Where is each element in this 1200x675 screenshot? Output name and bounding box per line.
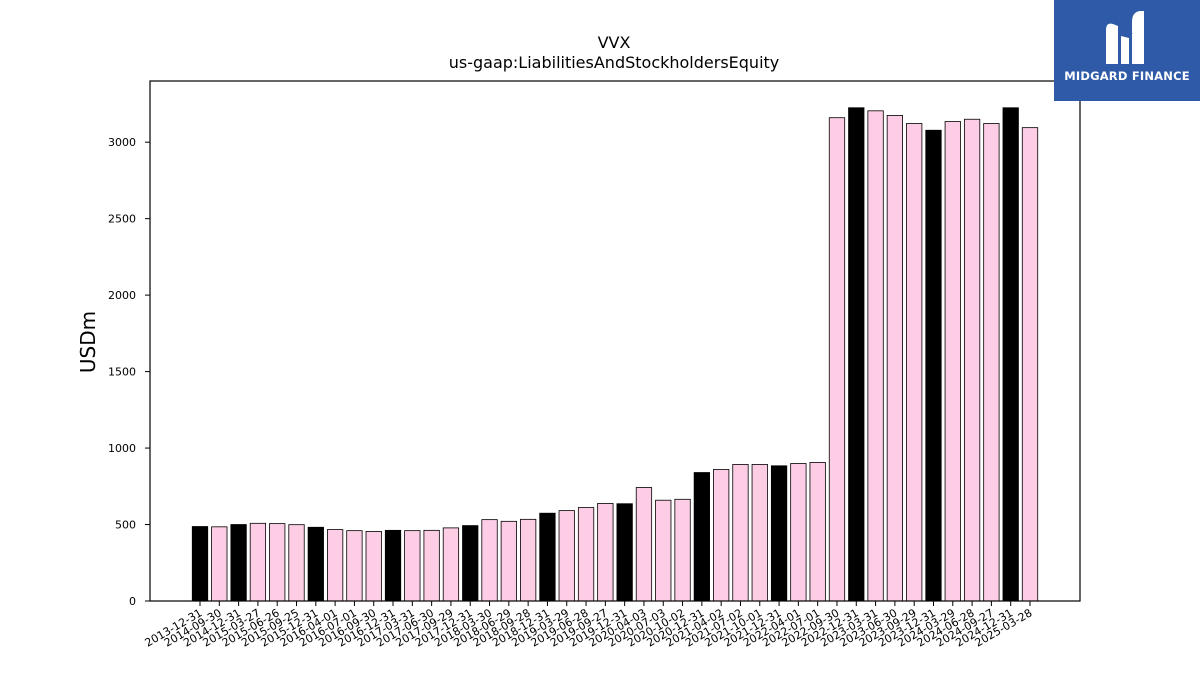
bar-2023-12-31 [925, 129, 942, 602]
bar-2018-12-31 [539, 512, 556, 602]
bar-2016-09-30 [365, 531, 382, 602]
chart-subtitle: us-gaap:LiabilitiesAndStockholdersEquity [449, 53, 780, 72]
bar-2014-09-30 [211, 526, 228, 602]
brand-logo: MIDGARD FINANCE [1054, 0, 1200, 101]
bar-2024-06-28 [963, 118, 981, 602]
bar-2023-09-29 [906, 123, 923, 602]
bar-2019-12-31 [616, 503, 633, 602]
midgard-logo-icon [1106, 11, 1144, 65]
bar-2023-03-31 [867, 110, 884, 602]
bar-2015-12-31 [307, 526, 324, 602]
y-tick-label: 1500 [108, 366, 136, 379]
plot-frame [149, 80, 1081, 602]
bar-2016-07-01 [346, 530, 363, 602]
bar-2013-12-31 [191, 526, 209, 602]
bar-2017-12-31 [462, 525, 479, 602]
bar-2019-09-27 [597, 503, 614, 602]
x-axis-ticks: 2013-12-312014-09-302014-12-312015-03-27… [143, 601, 1035, 650]
y-tick-label: 500 [115, 519, 136, 532]
bar-2020-12-31 [693, 472, 710, 602]
y-tick-label: 2500 [108, 213, 136, 226]
bar-2020-04-03 [635, 487, 653, 602]
bar-2021-04-02 [713, 469, 730, 602]
bar-2025-03-28 [1021, 127, 1039, 602]
y-tick-label: 3000 [108, 136, 136, 149]
bar-2024-03-29 [944, 121, 961, 602]
bar-2015-09-25 [288, 524, 305, 602]
bar-2024-12-31 [1002, 107, 1019, 602]
bar-2014-12-31 [230, 524, 247, 602]
bar-2018-09-28 [520, 518, 537, 602]
bar-2015-06-26 [269, 523, 286, 602]
y-tick-label: 1000 [108, 442, 136, 455]
bar-2015-03-27 [249, 522, 267, 602]
bar-2022-07-01 [809, 462, 826, 602]
logo-text: MIDGARD FINANCE [1064, 69, 1190, 83]
y-tick-label: 2000 [108, 289, 136, 302]
bar-2016-12-31 [384, 529, 402, 602]
bar-2019-03-29 [558, 510, 575, 602]
y-tick-label: 0 [129, 595, 136, 608]
bars-group [191, 107, 1039, 602]
bar-2018-03-30 [481, 519, 498, 602]
y-axis-label: USDm [76, 311, 100, 373]
bar-2020-10-02 [674, 498, 691, 602]
bar-2022-09-30 [828, 117, 846, 602]
chart-title: VVX [598, 33, 631, 52]
bar-2017-03-31 [404, 530, 421, 602]
bar-2023-06-30 [886, 115, 903, 602]
bar-2022-04-01 [790, 463, 807, 602]
bar-2016-04-01 [326, 529, 344, 602]
bar-2021-12-31 [770, 465, 788, 602]
bar-2017-06-30 [423, 529, 440, 602]
bar-2022-12-31 [848, 107, 865, 602]
y-axis-ticks: 0 500 1000 1500 2000 2500 3000 [108, 136, 150, 608]
bar-2018-06-29 [500, 520, 517, 602]
bar-2021-07-02 [732, 464, 749, 602]
bar-2021-10-01 [751, 464, 768, 602]
bar-2019-06-28 [577, 507, 595, 602]
bar-2024-09-27 [983, 123, 1000, 602]
bar-2017-09-29 [442, 527, 460, 602]
bar-2020-07-03 [655, 499, 672, 602]
